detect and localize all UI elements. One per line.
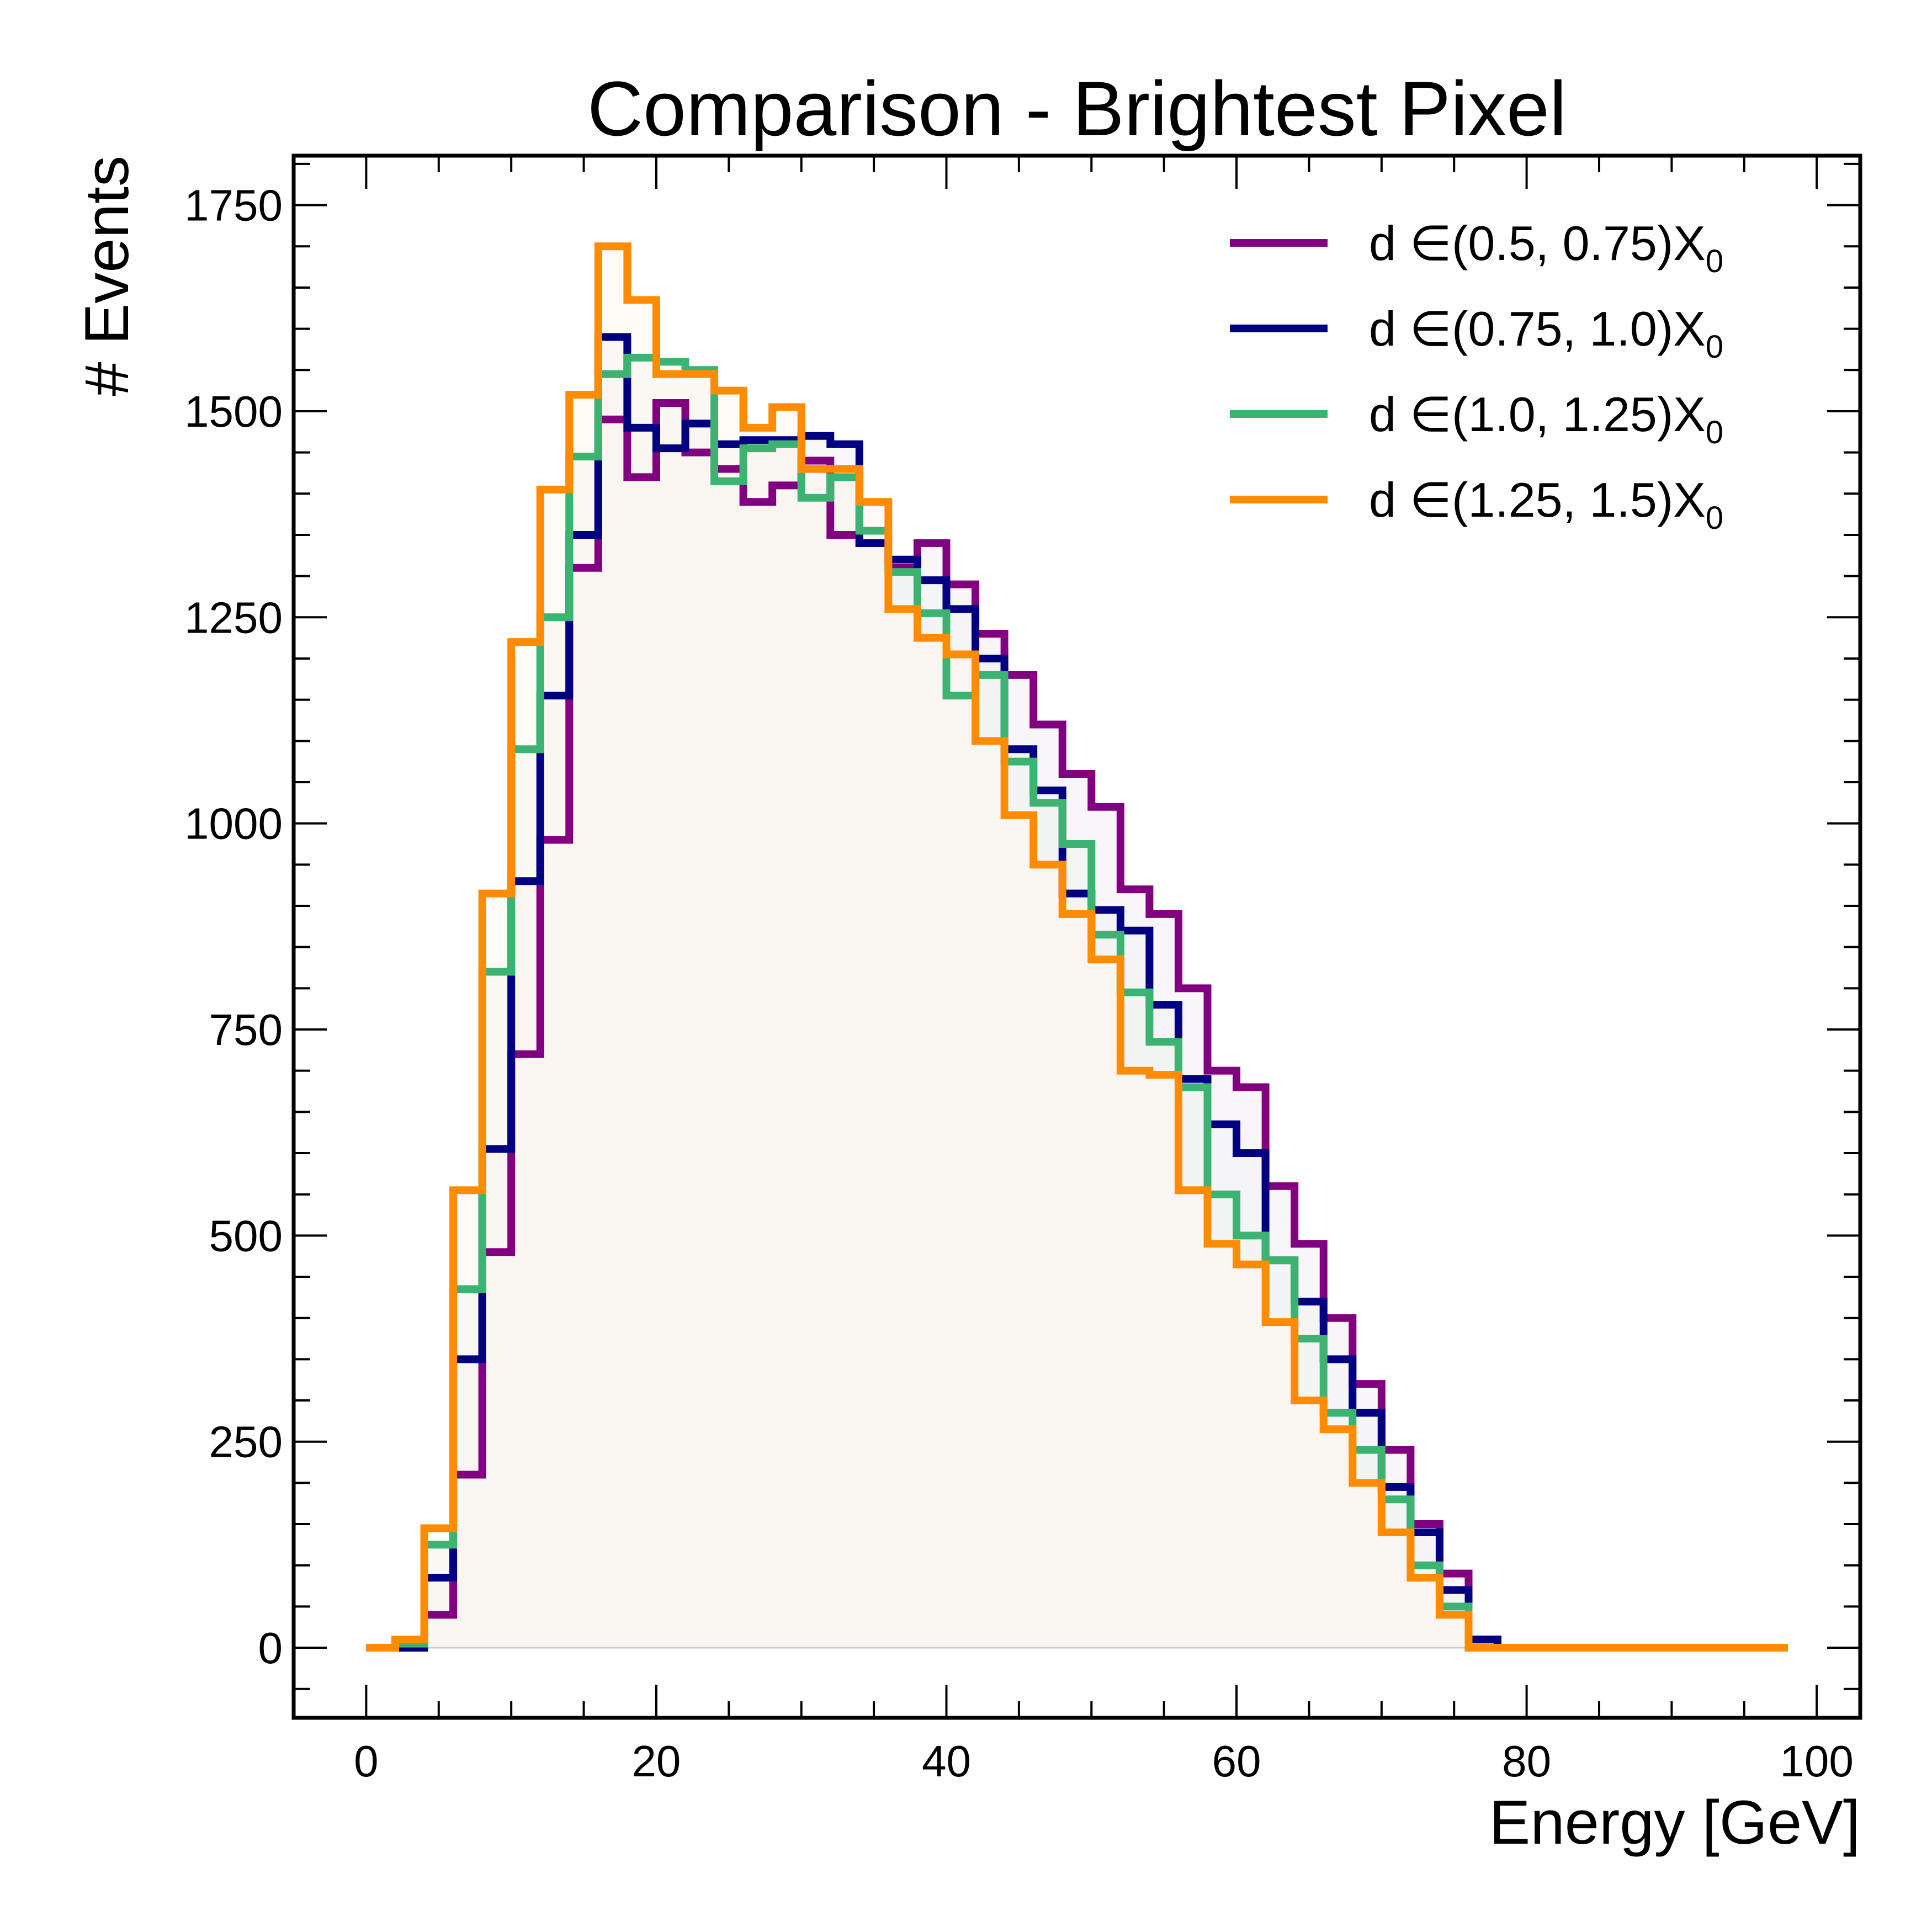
x-tick-label: 100 xyxy=(1780,1737,1853,1786)
legend-symbol: X xyxy=(1673,216,1706,270)
plot-area-frame xyxy=(291,153,1862,1720)
series-fill-4 xyxy=(366,246,1788,1648)
legend: d ∈(0.5, 0.75)X0d ∈(0.75, 1.0)X0d ∈(1.0,… xyxy=(1230,216,1723,536)
y-tick-label: 250 xyxy=(209,1418,283,1467)
legend-entry-2: d ∈(0.75, 1.0)X0 xyxy=(1369,301,1723,365)
legend-entry-4: d ∈(1.25, 1.5)X0 xyxy=(1369,473,1723,536)
y-tick-label: 500 xyxy=(209,1211,283,1260)
y-axis-ticks: 0 250 500 750 1000 1250 1500 1750 xyxy=(184,162,1860,1690)
legend-subscript: 0 xyxy=(1706,329,1723,365)
legend-interval: ∈(0.75, 1.0) xyxy=(1409,301,1673,356)
y-tick-label: 1500 xyxy=(184,387,283,436)
x-axis-label: Energy [GeV] xyxy=(1489,1788,1860,1857)
legend-prefix: d xyxy=(1369,301,1409,356)
y-tick-label: 1750 xyxy=(184,181,283,230)
legend-subscript: 0 xyxy=(1706,415,1723,450)
y-axis-label: # Events xyxy=(72,156,141,396)
legend-symbol: X xyxy=(1673,301,1706,356)
legend-interval: ∈(1.25, 1.5) xyxy=(1409,473,1673,527)
y-tick-label: 1000 xyxy=(184,799,283,848)
series-line-4 xyxy=(366,242,1788,1652)
x-tick-label: 40 xyxy=(922,1737,971,1786)
series-line-3 xyxy=(366,353,1788,1652)
legend-symbol: X xyxy=(1673,473,1706,527)
legend-symbol: X xyxy=(1673,387,1706,442)
y-tick-label: 1250 xyxy=(184,593,283,642)
x-tick-label: 80 xyxy=(1502,1737,1551,1786)
legend-subscript: 0 xyxy=(1706,500,1723,536)
y-tick-label: 750 xyxy=(209,1005,283,1054)
legend-interval: ∈(1.0, 1.25) xyxy=(1409,387,1673,442)
legend-entry-3: d ∈(1.0, 1.25)X0 xyxy=(1369,387,1723,450)
series-lines xyxy=(366,242,1788,1652)
x-tick-label: 20 xyxy=(631,1737,681,1786)
y-tick-label: 0 xyxy=(258,1623,283,1673)
series-fills xyxy=(366,246,1788,1649)
legend-prefix: d xyxy=(1369,473,1409,527)
legend-prefix: d xyxy=(1369,387,1409,442)
legend-prefix: d xyxy=(1369,216,1409,270)
chart-title: Comparison - Brightest Pixel xyxy=(587,65,1567,152)
x-tick-label: 60 xyxy=(1212,1737,1261,1786)
legend-entry-1: d ∈(0.5, 0.75)X0 xyxy=(1369,216,1723,279)
legend-subscript: 0 xyxy=(1706,243,1723,279)
x-axis-ticks: 0 20 40 60 80 100 xyxy=(354,156,1854,1786)
legend-interval: ∈(0.5, 0.75) xyxy=(1409,216,1673,270)
x-tick-label: 0 xyxy=(354,1737,379,1786)
